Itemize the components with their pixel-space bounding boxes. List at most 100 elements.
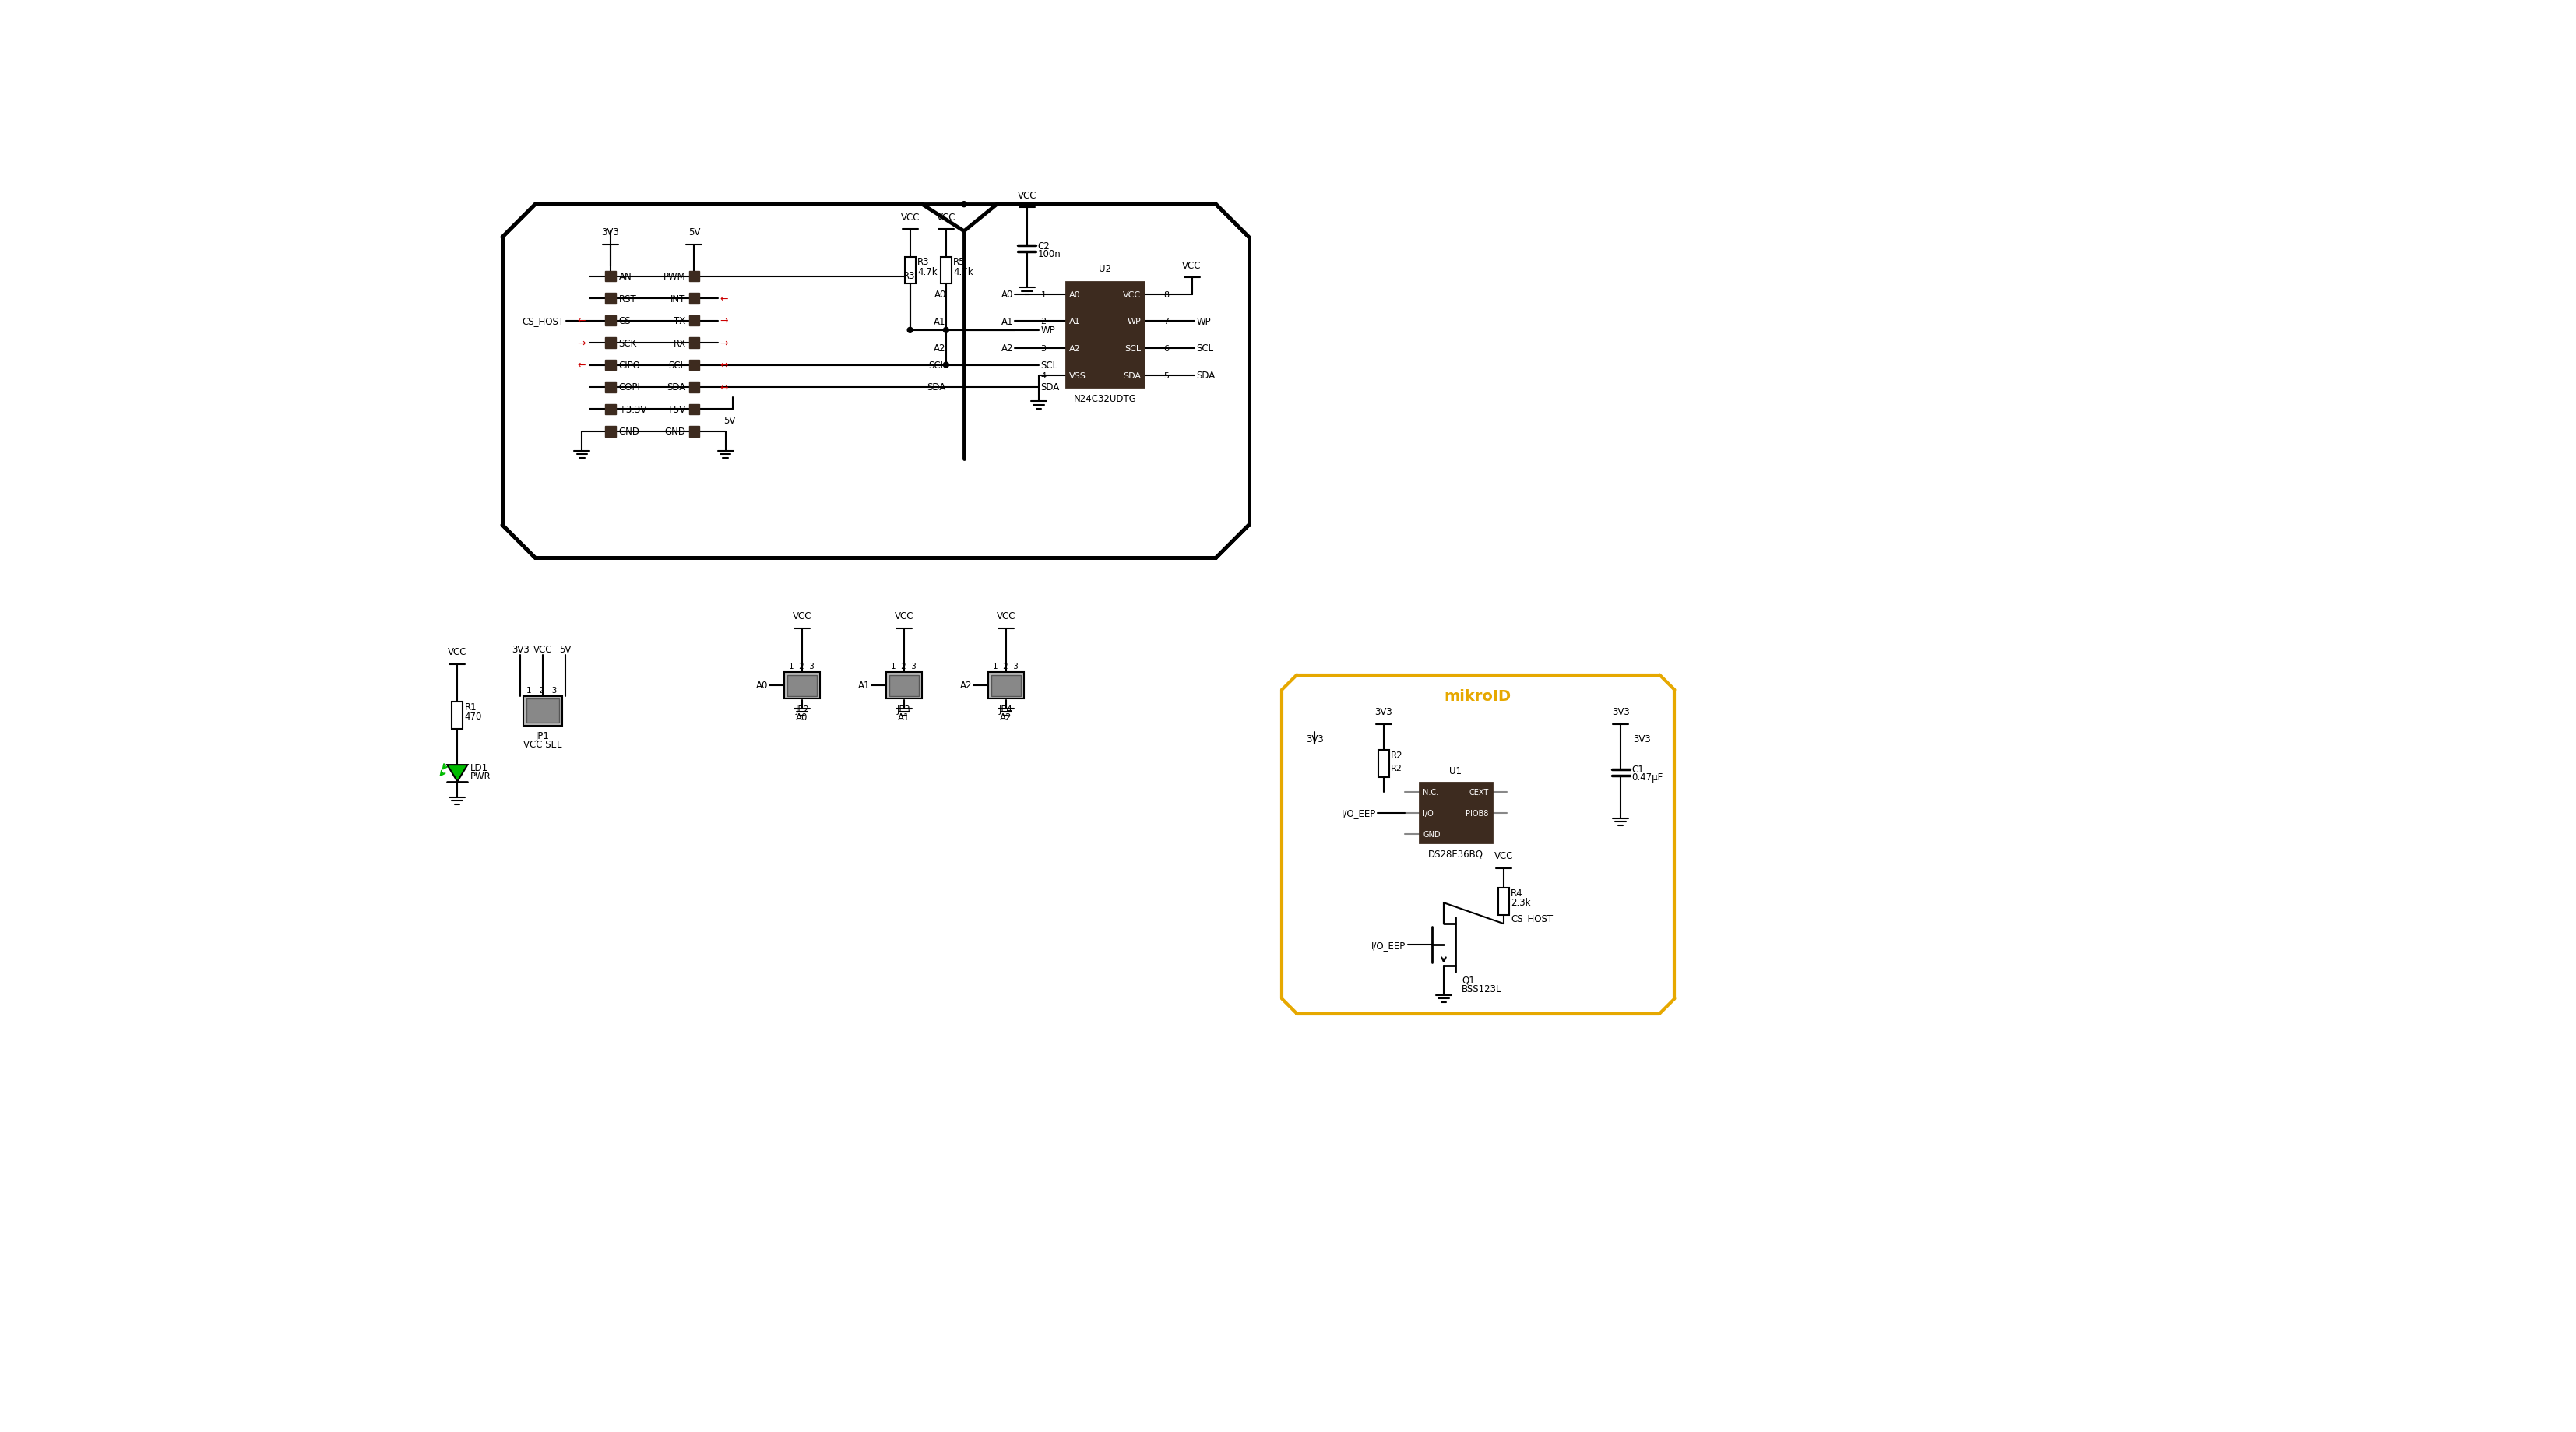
Bar (688, 427, 701, 437)
Text: 470: 470 (464, 712, 482, 722)
Bar (605, 271, 616, 282)
Text: WP: WP (1128, 318, 1141, 325)
Text: R3: R3 (902, 271, 914, 281)
Bar (605, 382, 616, 392)
Text: A0: A0 (1002, 289, 1012, 299)
Text: VCC: VCC (938, 213, 956, 223)
Text: VCC: VCC (793, 611, 811, 621)
Text: R2: R2 (1391, 765, 1401, 772)
Text: 5V: 5V (559, 644, 572, 654)
Text: 3V3: 3V3 (1306, 735, 1324, 745)
Bar (688, 338, 701, 348)
Text: A1: A1 (858, 680, 871, 690)
Circle shape (943, 362, 948, 368)
Text: RST: RST (618, 294, 636, 304)
Text: 3V3: 3V3 (513, 644, 528, 654)
Bar (783, 672, 819, 699)
Text: 4: 4 (1041, 372, 1046, 379)
Text: SDA: SDA (1123, 372, 1141, 379)
Text: →: → (577, 338, 585, 348)
Text: A1: A1 (935, 316, 945, 326)
Text: +5V: +5V (667, 405, 685, 415)
Text: VCC: VCC (894, 611, 914, 621)
Text: SDA: SDA (927, 382, 945, 392)
Text: SCL: SCL (930, 361, 945, 371)
Text: BSS123L: BSS123L (1461, 984, 1502, 994)
Text: 1   2   3: 1 2 3 (526, 686, 556, 695)
Text: VCC: VCC (997, 611, 1015, 621)
Text: SCK: SCK (618, 338, 636, 348)
Text: DS28E36BQ: DS28E36BQ (1427, 849, 1484, 859)
Text: ←: ← (577, 316, 585, 326)
Text: JP3: JP3 (896, 705, 912, 715)
Text: A2: A2 (999, 712, 1012, 723)
Text: VCC: VCC (448, 647, 466, 657)
Text: R2: R2 (1391, 750, 1404, 760)
Text: ←: ← (577, 361, 585, 371)
Text: SCL: SCL (1041, 361, 1059, 371)
Bar (605, 338, 616, 348)
Text: 1  2  3: 1 2 3 (891, 663, 917, 670)
Text: ↔: ↔ (719, 382, 729, 392)
Bar (788, 676, 817, 696)
Bar (605, 315, 616, 326)
Text: VCC: VCC (902, 213, 920, 223)
Text: ↔: ↔ (719, 361, 729, 371)
Text: 4.7k: 4.7k (917, 266, 938, 276)
Text: GND: GND (618, 427, 639, 437)
Text: A2: A2 (961, 680, 971, 690)
Text: U1: U1 (1450, 766, 1463, 776)
Text: 0.47µF: 0.47µF (1631, 772, 1662, 782)
Text: I/O: I/O (1422, 809, 1432, 816)
Text: VCC: VCC (533, 644, 551, 654)
Text: 1: 1 (1041, 291, 1046, 299)
Text: 6: 6 (1164, 345, 1170, 352)
Bar (605, 404, 616, 415)
Text: WP: WP (1198, 316, 1211, 326)
Text: A0: A0 (755, 680, 768, 690)
Text: A1: A1 (1002, 316, 1012, 326)
Text: VSS: VSS (1069, 372, 1087, 379)
Text: R5: R5 (953, 256, 966, 268)
Text: INT: INT (670, 294, 685, 304)
Text: A0: A0 (1069, 291, 1079, 299)
Text: A0: A0 (935, 289, 945, 299)
Text: SCL: SCL (1198, 344, 1213, 354)
Text: GND: GND (665, 427, 685, 437)
Text: CEXT: CEXT (1468, 788, 1489, 796)
Text: A2: A2 (935, 344, 945, 354)
Text: CS_HOST: CS_HOST (523, 316, 564, 326)
Circle shape (961, 202, 966, 208)
Text: VCC SEL: VCC SEL (523, 739, 562, 749)
Text: GND: GND (1422, 831, 1440, 838)
Bar (688, 315, 701, 326)
Text: A1: A1 (899, 712, 909, 723)
Circle shape (907, 328, 912, 334)
Text: 3: 3 (1041, 345, 1046, 352)
Text: JP1: JP1 (536, 730, 549, 742)
Bar (904, 258, 914, 284)
Bar (526, 699, 559, 723)
Text: 3V3: 3V3 (600, 228, 618, 238)
Circle shape (943, 328, 948, 334)
Text: CS: CS (618, 316, 631, 326)
Text: 4.7k: 4.7k (953, 266, 974, 276)
Text: 1  2  3: 1 2 3 (992, 663, 1018, 670)
Text: WP: WP (1041, 325, 1056, 335)
Text: ←: ← (719, 294, 729, 304)
Text: mikroID: mikroID (1445, 689, 1512, 703)
Text: AN: AN (618, 272, 631, 282)
Text: SDA: SDA (1041, 382, 1059, 392)
Text: JP4: JP4 (999, 705, 1012, 715)
Text: PWM: PWM (665, 272, 685, 282)
Bar (605, 427, 616, 437)
Bar (1378, 750, 1388, 778)
Bar (688, 294, 701, 304)
Text: 7: 7 (1164, 318, 1170, 325)
Bar (940, 258, 951, 284)
Bar (992, 676, 1020, 696)
Bar (989, 672, 1025, 699)
Text: COPI: COPI (618, 382, 641, 392)
Text: 2: 2 (1041, 318, 1046, 325)
Text: I/O_EEP: I/O_EEP (1370, 939, 1406, 949)
